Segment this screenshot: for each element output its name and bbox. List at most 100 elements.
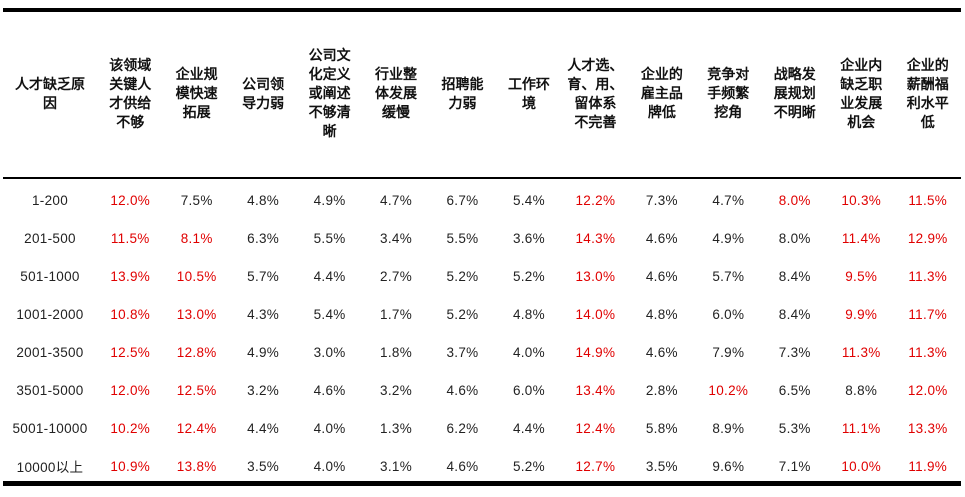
highlighted-value-cell: 12.9% <box>907 230 948 246</box>
value-cell: 7.5% <box>180 192 213 208</box>
value-cell: 5.2% <box>512 268 545 284</box>
highlighted-value-cell: 14.0% <box>575 306 616 322</box>
highlighted-value-cell: 11.5% <box>908 192 948 208</box>
highlighted-value-cell: 12.5% <box>110 344 151 360</box>
header-rule <box>3 177 961 179</box>
highlighted-value-cell: 12.2% <box>575 192 616 208</box>
column-header: 企业内 缺乏职 业发展 机会 <box>840 57 883 131</box>
highlighted-value-cell: 12.5% <box>176 382 217 398</box>
value-cell: 6.7% <box>446 192 479 208</box>
value-cell: 3.5% <box>247 458 280 474</box>
highlighted-value-cell: 13.8% <box>176 458 217 474</box>
value-cell: 4.6% <box>645 344 678 360</box>
highlighted-value-cell: 12.0% <box>110 382 151 398</box>
column-header: 公司文 化定义 或阐述 不够清 晰 <box>308 48 351 140</box>
highlighted-value-cell: 12.7% <box>575 458 616 474</box>
value-cell: 4.4% <box>313 268 346 284</box>
value-cell: 8.8% <box>845 382 878 398</box>
value-cell: 4.7% <box>380 192 413 208</box>
value-cell: 4.7% <box>712 192 745 208</box>
value-cell: 4.3% <box>247 306 280 322</box>
row-label: 10000以上 <box>16 460 84 475</box>
highlighted-value-cell: 9.5% <box>845 268 878 284</box>
table-row: 201-500 11.5% 8.1% 6.3% 5.5% 3.4% 5.5% 3.6% 14.3… <box>3 219 961 257</box>
value-cell: 8.0% <box>778 230 811 246</box>
value-cell: 4.6% <box>446 458 479 474</box>
value-cell: 4.8% <box>645 306 678 322</box>
row-label: 1001-2000 <box>16 306 84 322</box>
value-cell: 5.4% <box>512 192 545 208</box>
highlighted-value-cell: 10.0% <box>841 458 882 474</box>
column-header: 工作环 境 <box>507 76 550 112</box>
highlighted-value-cell: 11.7% <box>908 306 948 322</box>
highlighted-value-cell: 11.3% <box>908 268 948 284</box>
value-cell: 5.4% <box>313 306 346 322</box>
highlighted-value-cell: 11.5% <box>110 230 150 246</box>
value-cell: 4.6% <box>645 230 678 246</box>
value-cell: 5.8% <box>645 420 678 436</box>
value-cell: 2.8% <box>645 382 678 398</box>
value-cell: 6.0% <box>512 382 545 398</box>
table-row: 3501-5000 12.0% 12.5% 3.2% 4.6% 3.2% 4.6% 6.0% 1… <box>3 371 961 409</box>
value-cell: 3.1% <box>380 458 413 474</box>
value-cell: 7.1% <box>778 458 811 474</box>
value-cell: 3.6% <box>512 230 545 246</box>
header-row: 人才缺乏原 因该领域 关键人 才供给 不够 企业规 模快速 拓展 公司领 导力弱 公司… <box>3 12 961 177</box>
highlighted-value-cell: 10.9% <box>110 458 151 474</box>
top-rule <box>3 8 961 12</box>
value-cell: 7.3% <box>645 192 678 208</box>
highlighted-value-cell: 12.4% <box>575 420 616 436</box>
value-cell: 5.7% <box>247 268 280 284</box>
value-cell: 3.5% <box>645 458 678 474</box>
row-label: 3501-5000 <box>16 382 84 398</box>
highlighted-value-cell: 12.0% <box>110 192 151 208</box>
table-row: 10000以上 10.9% 13.8% 3.5% 4.0% 3.1% 4.6% 5.2% 12.… <box>3 447 961 485</box>
highlighted-value-cell: 8.0% <box>778 192 811 208</box>
highlighted-value-cell: 11.9% <box>908 458 948 474</box>
highlighted-value-cell: 13.9% <box>110 268 151 284</box>
row-label: 201-500 <box>24 230 76 246</box>
table-body: 1-200 12.0% 7.5% 4.8% 4.9% 4.7% 6.7% 5.4% 12.2% 7… <box>3 177 961 485</box>
value-cell: 3.2% <box>380 382 413 398</box>
highlighted-value-cell: 8.1% <box>180 230 213 246</box>
value-cell: 4.0% <box>313 420 346 436</box>
highlighted-value-cell: 12.8% <box>176 344 217 360</box>
value-cell: 8.4% <box>778 306 811 322</box>
row-header-label: 人才缺乏原 因 <box>15 76 85 112</box>
highlighted-value-cell: 14.9% <box>575 344 616 360</box>
value-cell: 1.8% <box>380 344 413 360</box>
value-cell: 3.0% <box>313 344 346 360</box>
highlighted-value-cell: 10.8% <box>110 306 151 322</box>
highlighted-value-cell: 12.4% <box>176 420 217 436</box>
highlighted-value-cell: 12.0% <box>907 382 948 398</box>
value-cell: 5.3% <box>778 420 811 436</box>
column-header: 公司领 导力弱 <box>242 76 285 112</box>
value-cell: 2.7% <box>380 268 413 284</box>
highlighted-value-cell: 13.0% <box>575 268 616 284</box>
column-header: 战略发 展规划 不明晰 <box>773 67 816 121</box>
highlighted-value-cell: 11.3% <box>841 344 881 360</box>
row-label: 501-1000 <box>20 268 80 284</box>
data-table: 人才缺乏原 因该领域 关键人 才供给 不够 企业规 模快速 拓展 公司领 导力弱 公司… <box>3 12 961 485</box>
highlighted-value-cell: 10.2% <box>110 420 151 436</box>
highlighted-value-cell: 11.1% <box>841 420 881 436</box>
value-cell: 7.3% <box>778 344 811 360</box>
value-cell: 4.9% <box>313 192 346 208</box>
value-cell: 8.4% <box>778 268 811 284</box>
row-label: 5001-10000 <box>12 420 88 436</box>
highlighted-value-cell: 10.5% <box>176 268 217 284</box>
highlighted-value-cell: 10.3% <box>841 192 882 208</box>
value-cell: 4.9% <box>247 344 280 360</box>
value-cell: 6.0% <box>712 306 745 322</box>
highlighted-value-cell: 9.9% <box>845 306 878 322</box>
value-cell: 3.2% <box>247 382 280 398</box>
column-header: 招聘能 力弱 <box>441 76 484 112</box>
highlighted-value-cell: 13.3% <box>907 420 948 436</box>
value-cell: 5.2% <box>446 306 479 322</box>
highlighted-value-cell: 11.3% <box>908 344 948 360</box>
highlighted-value-cell: 13.0% <box>176 306 217 322</box>
table-row: 5001-10000 10.2% 12.4% 4.4% 4.0% 1.3% 6.2% 4.4%… <box>3 409 961 447</box>
highlighted-value-cell: 11.4% <box>841 230 881 246</box>
value-cell: 5.2% <box>446 268 479 284</box>
value-cell: 4.0% <box>313 458 346 474</box>
